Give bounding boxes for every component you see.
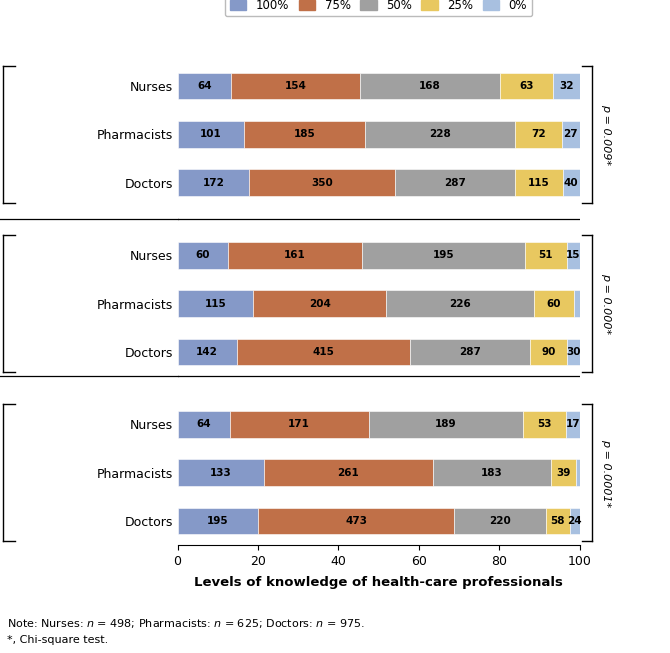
Text: 39: 39 — [557, 468, 571, 478]
Text: 195: 195 — [432, 250, 454, 261]
Bar — [178, 508, 259, 534]
X-axis label: Levels of knowledge of health-care professionals: Levels of knowledge of health-care profe… — [194, 577, 563, 589]
Text: *, Chi-square test.: *, Chi-square test. — [7, 635, 108, 645]
Bar — [525, 242, 567, 268]
Text: 72: 72 — [531, 129, 545, 139]
Text: 473: 473 — [345, 516, 367, 526]
Bar — [523, 411, 565, 438]
Bar — [178, 121, 244, 148]
Bar — [551, 460, 576, 486]
Bar — [253, 291, 387, 317]
Bar — [178, 460, 264, 486]
Text: 60: 60 — [547, 298, 561, 309]
Bar — [576, 460, 580, 486]
Bar — [565, 411, 580, 438]
Bar — [563, 169, 580, 196]
Text: 32: 32 — [559, 81, 574, 91]
Text: 60: 60 — [196, 250, 210, 261]
Bar — [562, 121, 580, 148]
Text: 189: 189 — [435, 419, 456, 430]
Text: 63: 63 — [519, 81, 534, 91]
Bar — [545, 508, 570, 534]
Text: 350: 350 — [312, 178, 333, 188]
Text: 185: 185 — [293, 129, 316, 139]
Text: 27: 27 — [563, 129, 578, 139]
Bar — [244, 121, 365, 148]
Bar — [570, 508, 580, 534]
Bar — [365, 121, 515, 148]
Bar — [574, 291, 580, 317]
Bar — [264, 460, 433, 486]
Text: 154: 154 — [285, 81, 306, 91]
Bar — [454, 508, 545, 534]
Bar — [360, 72, 500, 99]
Text: 226: 226 — [450, 298, 471, 309]
Text: Note: Nurses: $\it{n}$ = 498; Pharmacists: $\it{n}$ = 625; Doctors: $\it{n}$ = 9: Note: Nurses: $\it{n}$ = 498; Pharmacist… — [7, 617, 364, 630]
Text: 183: 183 — [481, 468, 502, 478]
Bar — [387, 291, 535, 317]
Text: 287: 287 — [459, 347, 480, 357]
Bar — [362, 242, 525, 268]
Text: 220: 220 — [489, 516, 511, 526]
Bar — [515, 169, 563, 196]
Text: 195: 195 — [207, 516, 228, 526]
Text: 204: 204 — [309, 298, 330, 309]
Bar — [231, 72, 360, 99]
Text: 287: 287 — [444, 178, 466, 188]
Text: 171: 171 — [288, 419, 310, 430]
Bar — [433, 460, 551, 486]
Bar — [567, 242, 580, 268]
Text: 51: 51 — [539, 250, 553, 261]
Text: 133: 133 — [210, 468, 231, 478]
Bar — [529, 339, 567, 365]
Bar — [178, 242, 228, 268]
Bar — [535, 291, 574, 317]
Bar — [230, 411, 368, 438]
Text: 115: 115 — [528, 178, 550, 188]
Text: 161: 161 — [284, 250, 306, 261]
Bar — [178, 411, 230, 438]
Text: 40: 40 — [564, 178, 578, 188]
Bar — [395, 169, 515, 196]
Text: 142: 142 — [196, 347, 218, 357]
Text: 168: 168 — [419, 81, 441, 91]
Text: p = 0.009*: p = 0.009* — [602, 104, 611, 165]
Text: p = 0.0001*: p = 0.0001* — [602, 439, 611, 507]
Text: 15: 15 — [566, 250, 580, 261]
Bar — [178, 72, 231, 99]
Bar — [178, 339, 237, 365]
Bar — [249, 169, 395, 196]
Bar — [500, 72, 553, 99]
Bar — [369, 411, 523, 438]
Text: 101: 101 — [200, 129, 222, 139]
Text: 261: 261 — [337, 468, 359, 478]
Text: 17: 17 — [565, 419, 580, 430]
Bar — [237, 339, 410, 365]
Text: 228: 228 — [429, 129, 451, 139]
Bar — [567, 339, 580, 365]
Text: p = 0.000*: p = 0.000* — [602, 273, 611, 334]
Bar — [515, 121, 562, 148]
Bar — [228, 242, 362, 268]
Text: 64: 64 — [196, 419, 211, 430]
Bar — [553, 72, 580, 99]
Bar — [178, 291, 253, 317]
Text: 415: 415 — [312, 347, 334, 357]
Bar — [178, 169, 249, 196]
Text: 53: 53 — [537, 419, 551, 430]
Text: 115: 115 — [204, 298, 226, 309]
Bar — [410, 339, 529, 365]
Legend: 100%, 75%, 50%, 25%, 0%: 100%, 75%, 50%, 25%, 0% — [225, 0, 532, 16]
Text: 30: 30 — [566, 347, 580, 357]
Text: 58: 58 — [550, 516, 565, 526]
Text: 64: 64 — [197, 81, 212, 91]
Text: 90: 90 — [541, 347, 555, 357]
Bar — [259, 508, 454, 534]
Text: 24: 24 — [567, 516, 582, 526]
Text: 172: 172 — [202, 178, 224, 188]
